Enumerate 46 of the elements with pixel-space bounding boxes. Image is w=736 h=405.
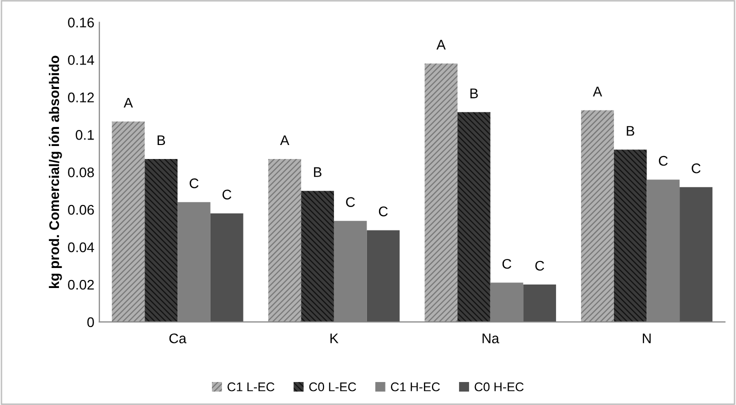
data-label: C xyxy=(346,197,355,207)
y-tick-label: 0.08 xyxy=(68,167,94,178)
data-label: A xyxy=(124,98,133,108)
legend-label: C1 H-EC xyxy=(390,382,440,392)
legend-label: C0 L-EC xyxy=(309,382,356,392)
x-tick-label: Na xyxy=(482,334,500,344)
y-tick-label: 0.1 xyxy=(76,130,94,140)
y-tick-label: 0.16 xyxy=(68,18,94,28)
y-tick-label: 0 xyxy=(87,317,94,328)
x-tick-label: K xyxy=(330,334,338,344)
bar xyxy=(523,284,556,322)
bar xyxy=(210,213,244,322)
y-tick-label: 0.12 xyxy=(68,92,94,102)
y-tick-label: 0.14 xyxy=(68,55,94,65)
y-tick-label: 0.02 xyxy=(68,280,94,290)
bar xyxy=(144,159,178,322)
data-label: B xyxy=(314,167,322,177)
x-tick-label: Ca xyxy=(169,333,186,344)
data-label: B xyxy=(626,126,634,136)
data-label: B xyxy=(470,88,478,98)
y-axis-title: kg prod. Comercial/g ión absorbido xyxy=(48,56,62,288)
y-tick-label: 0.06 xyxy=(68,204,94,215)
data-label: C xyxy=(535,260,544,271)
bar xyxy=(458,112,490,322)
legend-label: C0 H-EC xyxy=(474,382,524,392)
y-tick-label: 0.04 xyxy=(68,242,94,252)
bar xyxy=(268,159,302,322)
data-label: C xyxy=(692,163,701,174)
data-label: C xyxy=(658,156,668,166)
bar xyxy=(581,110,614,322)
data-label: A xyxy=(592,86,602,96)
bar xyxy=(366,230,400,322)
data-label: C xyxy=(502,258,512,269)
data-label: C xyxy=(222,190,232,200)
bar xyxy=(112,122,145,322)
data-label: C xyxy=(378,206,388,216)
data-label: A xyxy=(280,135,290,146)
bar xyxy=(614,150,647,322)
data-label: B xyxy=(158,135,166,146)
bar xyxy=(424,63,458,322)
bar xyxy=(301,190,334,322)
bar xyxy=(680,187,712,322)
data-label: A xyxy=(436,40,446,50)
data-label: C xyxy=(190,178,198,188)
legend-label: C1 L-EC xyxy=(228,382,274,392)
x-tick-label: N xyxy=(642,334,651,344)
